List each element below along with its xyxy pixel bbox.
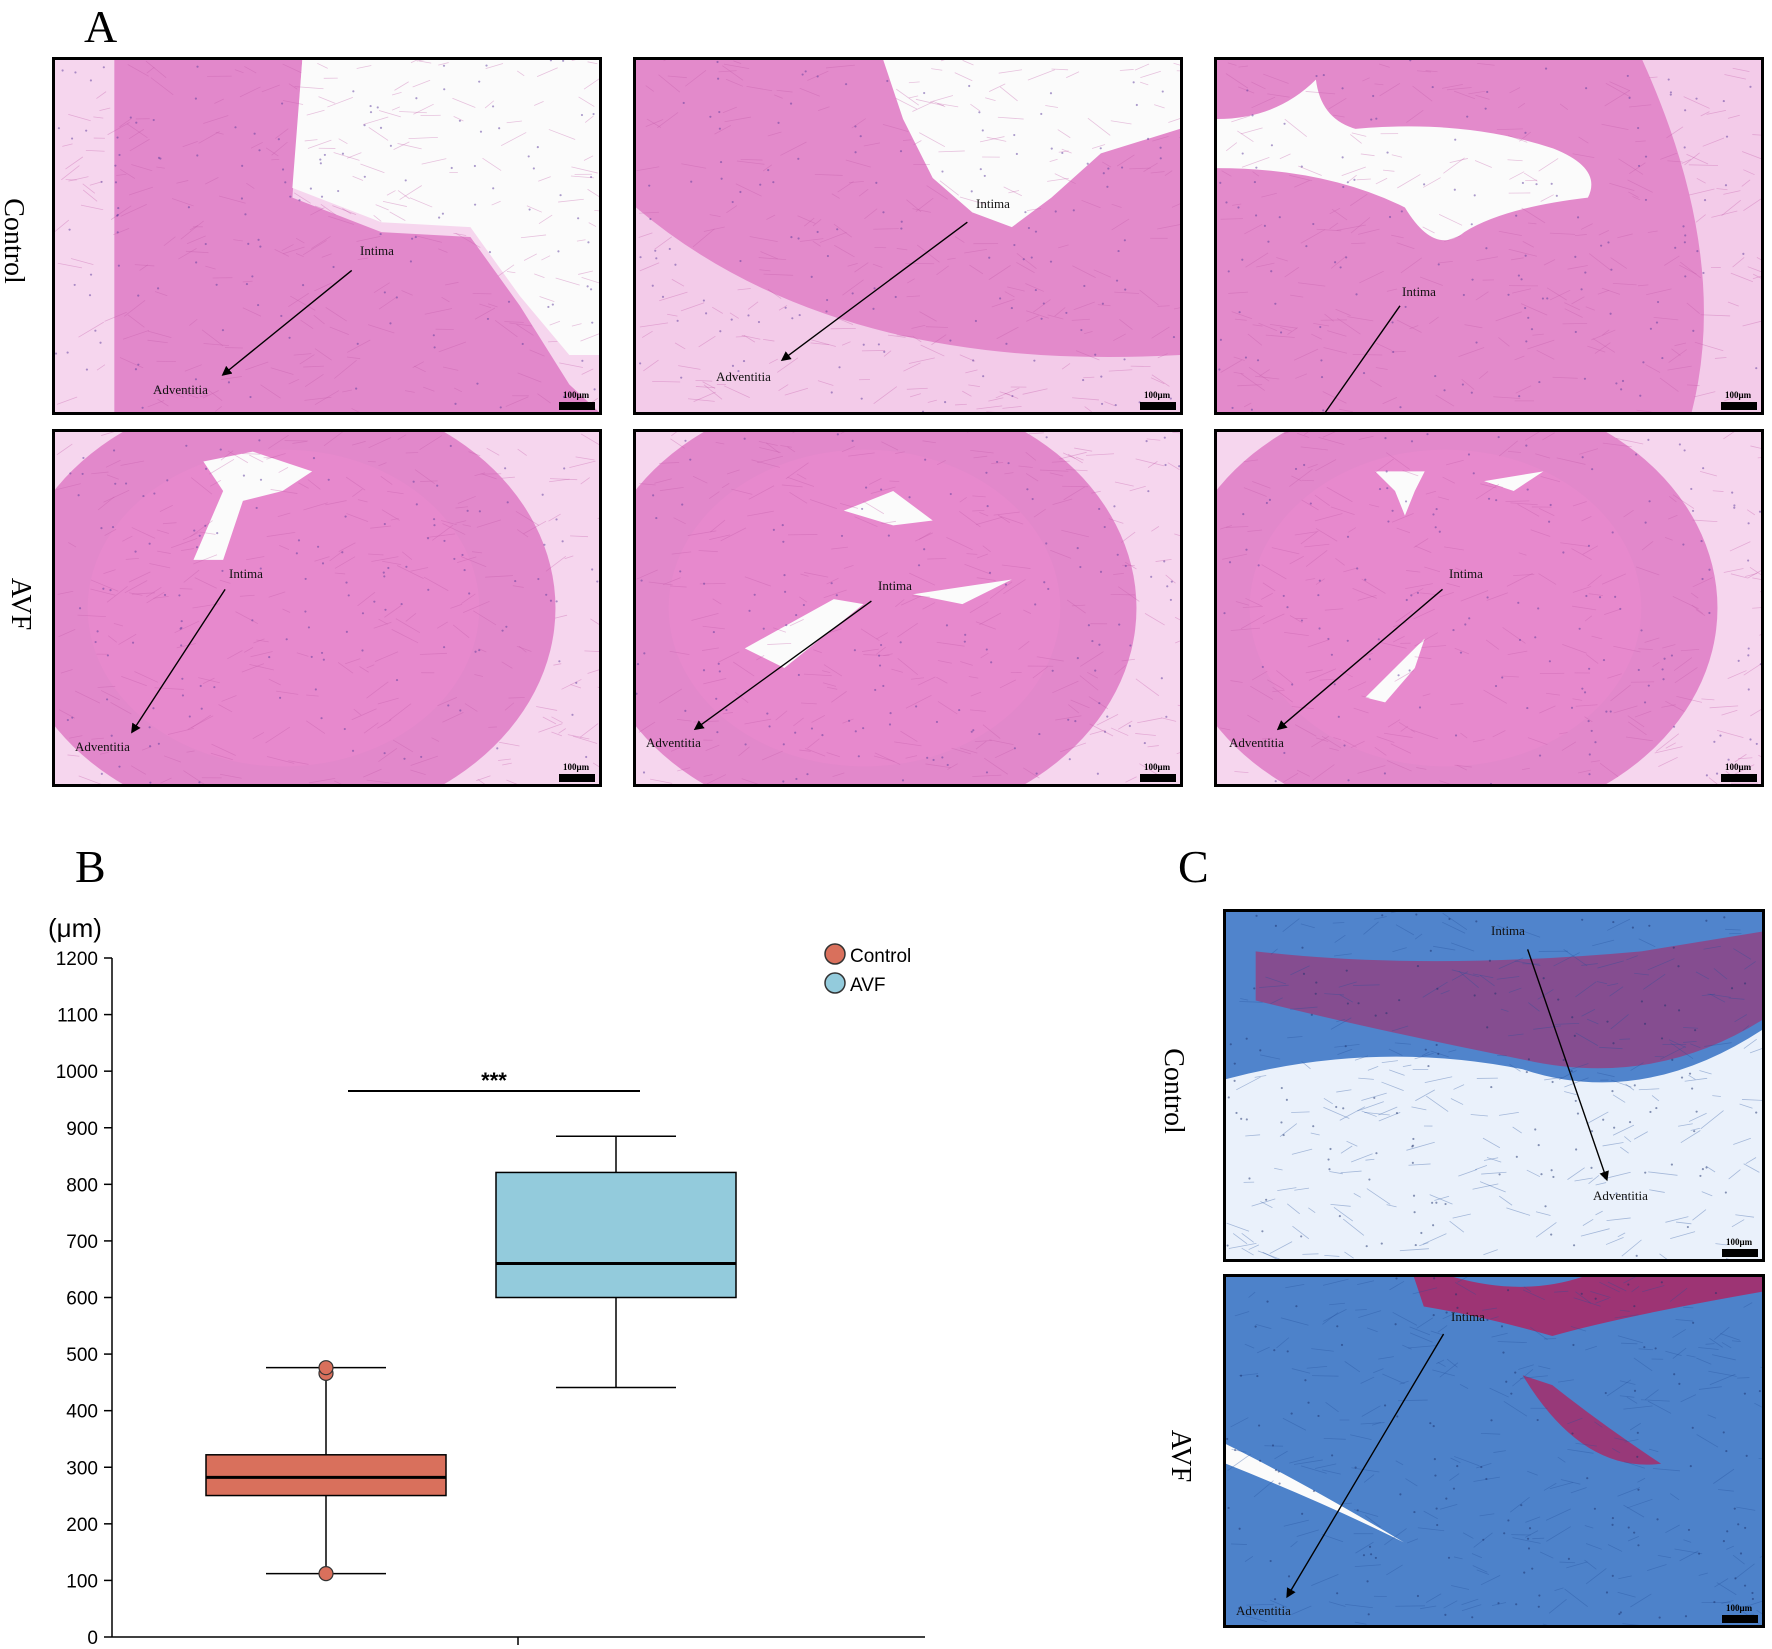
legend-label-avf: AVF bbox=[850, 975, 886, 996]
panel-label-b: B bbox=[75, 841, 106, 892]
he-control-3-intima-label: Intima bbox=[1402, 284, 1436, 299]
he-control-1-tissue bbox=[55, 60, 599, 412]
legend: Control AVF bbox=[824, 943, 911, 996]
legend-swatch-control bbox=[824, 943, 846, 965]
he-avf-3-arrow bbox=[1276, 588, 1443, 731]
he-control-1-adventitia-label: Adventitia bbox=[153, 382, 208, 397]
box-body-1 bbox=[495, 1171, 737, 1299]
significance-marker: *** bbox=[348, 1068, 640, 1093]
he-control-2-image: Intima Adventitia 100μm bbox=[633, 57, 1183, 415]
y-tick-label-5: 500 bbox=[66, 1345, 98, 1366]
outlier-0-2 bbox=[318, 1360, 334, 1376]
he-control-3-tissue bbox=[1217, 60, 1761, 412]
y-tick-label-7: 700 bbox=[66, 1232, 98, 1253]
he-control-2-arrow bbox=[780, 221, 968, 362]
box-body-0 bbox=[205, 1454, 447, 1497]
he-avf-3-image: Intima Adventitia 100μm bbox=[1214, 429, 1764, 787]
masson-avf-intima-label: Intima bbox=[1451, 1309, 1485, 1324]
he-control-2-tissue bbox=[636, 60, 1180, 412]
he-avf-3-adventitia-label: Adventitia bbox=[1229, 735, 1284, 750]
box-avf bbox=[495, 1135, 737, 1389]
he-control-2-scale-text: 100μm bbox=[1144, 390, 1171, 400]
y-tick-label-10: 1000 bbox=[56, 1062, 98, 1083]
he-avf-2-adventitia-label: Adventitia bbox=[646, 735, 701, 750]
he-avf-1-scale-text: 100μm bbox=[563, 762, 590, 772]
masson-control-intima-label: Intima bbox=[1491, 923, 1525, 938]
he-avf-1-arrow bbox=[131, 588, 226, 734]
he-avf-1-adventitia-label: Adventitia bbox=[75, 739, 130, 754]
he-avf-2-image: Intima Adventitia 100μm bbox=[633, 429, 1183, 787]
masson-control-adventitia-label: Adventitia bbox=[1593, 1188, 1648, 1203]
y-tick-label-9: 900 bbox=[66, 1119, 98, 1140]
masson-control-scale-bar bbox=[1722, 1249, 1758, 1257]
legend-label-control: Control bbox=[850, 946, 911, 967]
masson-control-scale-text: 100μm bbox=[1726, 1237, 1753, 1247]
y-tick-label-11: 1100 bbox=[57, 1006, 98, 1027]
masson-avf-scale-text: 100μm bbox=[1726, 1603, 1753, 1613]
panel-label-c: C bbox=[1178, 841, 1209, 892]
row-label-control-a: Control bbox=[0, 198, 29, 284]
he-avf-1-intima-label: Intima bbox=[229, 566, 263, 581]
masson-avf-scale-bar bbox=[1722, 1615, 1758, 1623]
panel-label-a: A bbox=[84, 1, 118, 52]
he-avf-1-scale-bar bbox=[559, 774, 595, 782]
y-tick-label-1: 100 bbox=[66, 1571, 98, 1592]
y-tick-label-8: 800 bbox=[66, 1175, 98, 1196]
he-avf-3-scale-bar bbox=[1721, 774, 1757, 782]
he-avf-2-scale-bar bbox=[1140, 774, 1176, 782]
masson-avf-adventitia-label: Adventitia bbox=[1236, 1603, 1291, 1618]
he-control-1-scale-bar bbox=[559, 402, 595, 410]
y-tick-label-2: 200 bbox=[66, 1515, 98, 1536]
masson-avf-arrow bbox=[1286, 1333, 1445, 1599]
he-control-1-image: Intima Adventitia 100μm bbox=[52, 57, 602, 415]
masson-control-tissue bbox=[1226, 912, 1762, 1259]
he-control-3-scale-text: 100μm bbox=[1725, 390, 1752, 400]
box-control bbox=[205, 1360, 447, 1582]
he-avf-1-tissue bbox=[55, 432, 599, 784]
masson-control-arrow bbox=[1526, 949, 1609, 1182]
legend-swatch-avf bbox=[824, 972, 846, 994]
he-control-1-scale-text: 100μm bbox=[563, 390, 590, 400]
masson-avf-tissue bbox=[1226, 1277, 1762, 1625]
outlier-0-0 bbox=[318, 1566, 334, 1582]
box-plot: (μm) 0 100 200 300 400 500 600 700 800 900 1000 110… bbox=[48, 913, 925, 1645]
y-axis-label: (μm) bbox=[48, 913, 102, 943]
he-avf-2-intima-label: Intima bbox=[878, 578, 912, 593]
he-control-3-arrow bbox=[1324, 305, 1401, 412]
masson-avf-image: Intima Adventitia 100μm bbox=[1223, 1274, 1765, 1628]
he-avf-2-tissue bbox=[636, 432, 1180, 784]
masson-control-image: Intima Adventitia 100μm bbox=[1223, 909, 1765, 1262]
he-avf-3-intima-label: Intima bbox=[1449, 566, 1483, 581]
he-avf-1-image: Intima Adventitia 100μm bbox=[52, 429, 602, 787]
y-tick-label-12: 1200 bbox=[56, 949, 98, 970]
he-avf-2-scale-text: 100μm bbox=[1144, 762, 1171, 772]
y-tick-label-3: 300 bbox=[66, 1458, 98, 1479]
he-control-2-intima-label: Intima bbox=[976, 196, 1010, 211]
y-tick-label-4: 400 bbox=[66, 1402, 98, 1423]
he-control-2-adventitia-label: Adventitia bbox=[716, 369, 771, 384]
row-label-avf-a: AVF bbox=[5, 577, 37, 631]
row-label-control-c: Control bbox=[1157, 1048, 1189, 1134]
he-avf-3-scale-text: 100μm bbox=[1725, 762, 1752, 772]
row-label-avf-c: AVF bbox=[1165, 1429, 1197, 1483]
y-tick-label-6: 600 bbox=[66, 1289, 98, 1310]
y-tick-label-0: 0 bbox=[87, 1628, 98, 1645]
he-control-3-scale-bar bbox=[1721, 402, 1757, 410]
he-avf-3-tissue bbox=[1217, 432, 1761, 784]
he-control-1-arrow bbox=[221, 269, 353, 376]
significance-stars: *** bbox=[481, 1068, 507, 1093]
he-control-1-intima-label: Intima bbox=[360, 243, 394, 258]
he-control-2-scale-bar bbox=[1140, 402, 1176, 410]
he-avf-2-arrow bbox=[693, 600, 872, 731]
